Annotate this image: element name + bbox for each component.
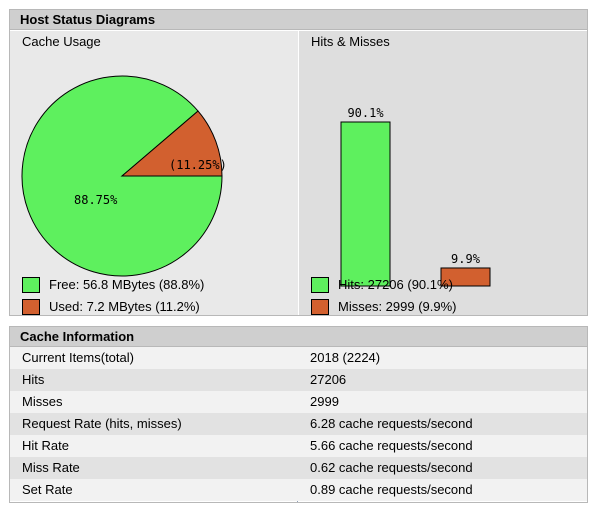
row-key: Hits [22,372,45,387]
table-row: Misses 2999 [10,391,587,413]
legend-swatch-free [22,276,40,293]
row-key: Request Rate (hits, misses) [22,416,182,431]
legend-hits: Hits: 27206 (90.1%) [311,276,453,293]
hits-misses-section: Hits & Misses 90.1% 9.9% Hits: 27206 (90.… [299,31,587,315]
cache-usage-pie-chart: 88.75% (11.25%) [21,75,227,277]
hits-misses-bar-chart: 90.1% 9.9% [340,106,491,287]
row-value: 6.28 cache requests/second [310,416,473,431]
bar-misses [440,267,491,287]
table-row: Miss Rate 0.62 cache requests/second [10,457,587,479]
legend-free: Free: 56.8 MBytes (88.8%) [22,276,204,293]
hits-misses-title: Hits & Misses [311,34,390,49]
bar-label-hits: 90.1% [347,106,384,120]
host-status-diagrams-panel: Host Status Diagrams Cache Usage 88.75% … [9,9,588,316]
table-row: Request Rate (hits, misses) 6.28 cache re… [10,413,587,435]
row-value: 2999 [310,394,339,409]
pie-label-free: 88.75% [74,193,118,207]
table-row: Current Items(total) 2018 (2224) [10,347,587,369]
row-value: 5.66 cache requests/second [310,438,473,453]
row-key: Misses [22,394,63,409]
row-value: 0.62 cache requests/second [310,460,473,475]
legend-label-hits: Hits: 27206 (90.1%) [338,277,453,293]
table-row: Hits 27206 [10,369,587,391]
cache-information-panel: Cache Information Current Items(total) 20… [9,326,588,503]
cache-usage-title: Cache Usage [22,34,101,49]
legend-swatch-misses [311,298,329,315]
bar-label-misses: 9.9% [451,252,481,266]
table-row: Set Rate 0.89 cache requests/second [10,479,587,501]
row-key: Hit Rate [22,438,69,453]
legend-label-free: Free: 56.8 MBytes (88.8%) [49,277,205,293]
legend-used: Used: 7.2 MBytes (11.2%) [22,298,200,315]
row-value: 0.89 cache requests/second [310,482,473,497]
legend-label-used: Used: 7.2 MBytes (11.2%) [49,299,200,315]
row-value: 2018 (2224) [310,350,381,365]
table-row: Hit Rate 5.66 cache requests/second [10,435,587,457]
legend-swatch-used [22,298,40,315]
row-key: Miss Rate [22,460,80,475]
row-key: Set Rate [22,482,73,497]
row-value: 27206 [310,372,347,387]
panel-header-diagrams: Host Status Diagrams [10,10,587,30]
panel-header-cache-info: Cache Information [10,327,587,347]
bar-hits [340,121,391,287]
legend-label-misses: Misses: 2999 (9.9%) [338,299,457,315]
row-key: Current Items(total) [22,350,134,365]
legend-swatch-hits [311,276,329,293]
cache-usage-section: Cache Usage 88.75% (11.25%) Free: 56.8 M… [10,31,298,315]
pie-slice-used [120,110,223,177]
pie-label-used: (11.25%) [169,158,227,172]
cache-info-table: Current Items(total) 2018 (2224) Hits 27206… [10,347,587,501]
legend-misses: Misses: 2999 (9.9%) [311,298,457,315]
